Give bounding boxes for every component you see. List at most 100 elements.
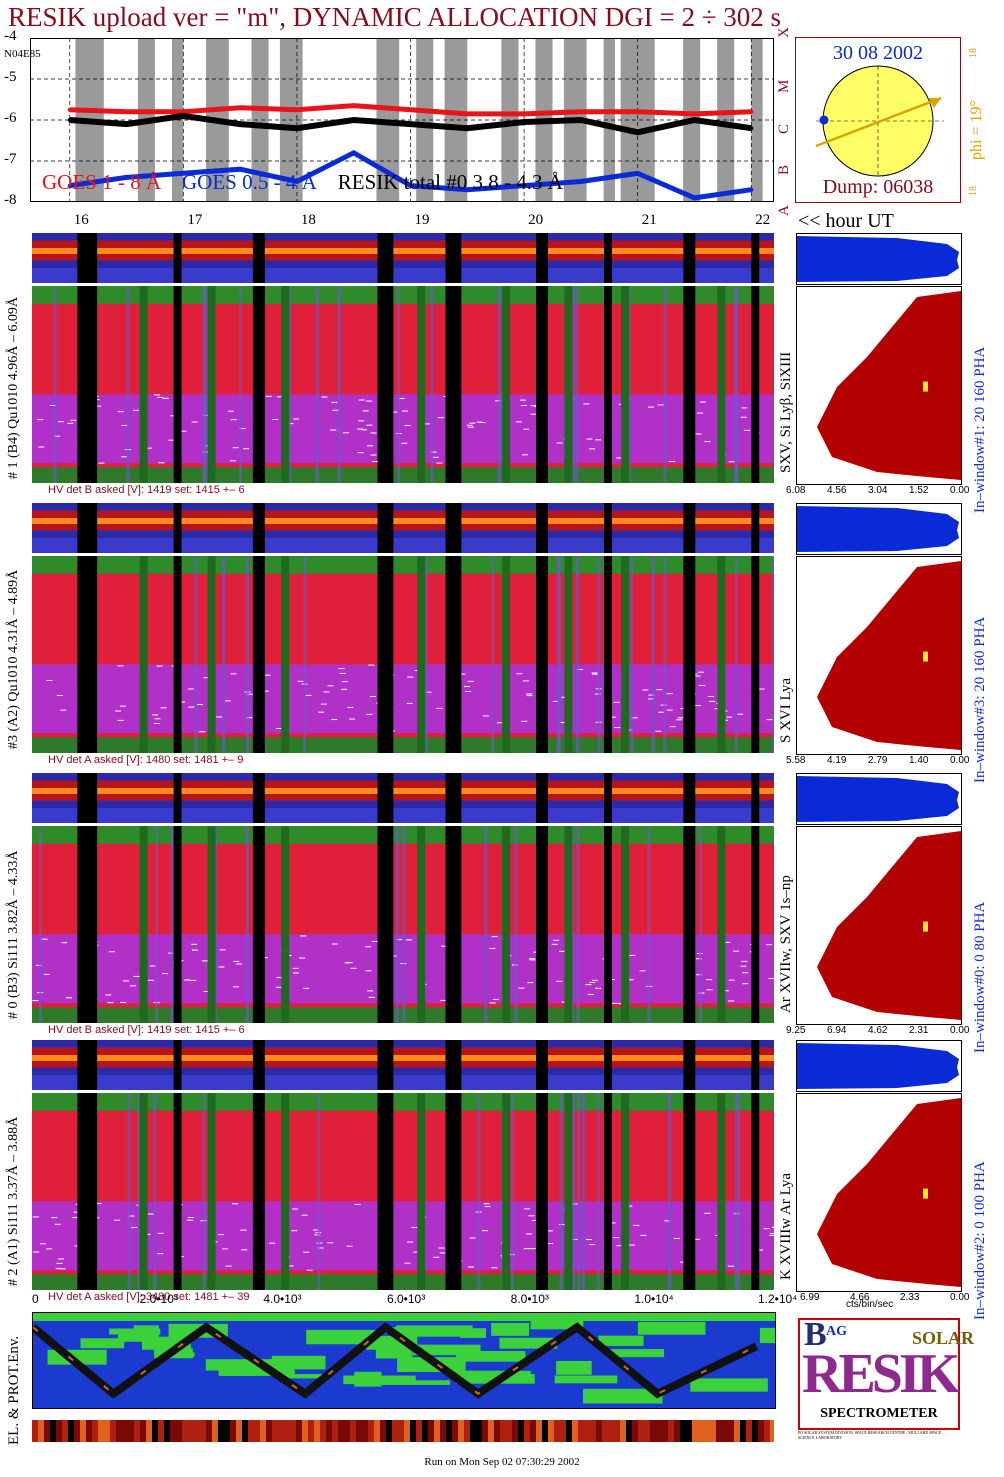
spectrum-speckle — [640, 1234, 647, 1236]
spectrum-band-lower — [32, 808, 774, 823]
strip-cell — [710, 1420, 716, 1442]
spectrum-speckle — [531, 1219, 538, 1221]
spectrum-speckle — [737, 713, 744, 715]
spectrum-speckle — [98, 462, 105, 464]
strip-cell — [686, 1420, 692, 1442]
goes-series-point — [238, 105, 243, 110]
strip-cell — [200, 1420, 206, 1442]
strip-cell — [764, 1420, 770, 1442]
spectrum-speckle — [626, 1205, 633, 1207]
spectrum-speckle — [191, 949, 198, 951]
spectrum-speckle — [556, 980, 563, 982]
goes-series-point — [635, 109, 640, 114]
spectrum-speckle — [396, 939, 403, 941]
spectrum-top-edge — [32, 286, 774, 304]
spectrum-speckle — [432, 456, 439, 458]
strip-cell — [290, 1420, 296, 1442]
envelope-x-tick: 4.0•10³ — [263, 1292, 302, 1306]
spectrum-speckle — [726, 716, 733, 718]
spectrum-gap — [252, 556, 265, 753]
spectrum-speckle — [154, 718, 161, 720]
spectrum-speckle — [704, 441, 711, 443]
spectrum-speckle — [59, 1268, 66, 1270]
spectrum-speckle — [589, 1244, 596, 1246]
strip-cell — [194, 1420, 200, 1442]
spectrum-speckle — [357, 428, 364, 430]
strip-cell — [470, 1420, 476, 1442]
spectrum-stripe — [127, 1093, 131, 1290]
strip-cell — [404, 1420, 410, 1442]
spectrum-speckle — [366, 424, 373, 426]
pha-tick-label: 2.79 — [868, 755, 888, 766]
spectrum-stripe — [402, 826, 406, 1023]
spectrum-stripe — [39, 826, 43, 1023]
strip-cell — [242, 1420, 248, 1442]
spectrum-speckle — [547, 1243, 554, 1245]
pha-marker — [923, 651, 928, 662]
spectrum-speckle — [201, 960, 208, 962]
goes-series-point — [408, 122, 413, 127]
pha-tick-label: 2.31 — [909, 1025, 929, 1036]
spectrum-speckle — [706, 979, 713, 981]
spectrum-speckle — [33, 1251, 40, 1253]
strip-cell — [218, 1420, 224, 1442]
spectrum-green-gap — [139, 556, 148, 753]
goes-series-point — [522, 183, 527, 188]
spectrum-speckle — [423, 423, 430, 425]
spectrum-speckle — [46, 679, 53, 681]
strip-cell — [260, 1420, 266, 1442]
spectrum-gap — [604, 1093, 613, 1290]
spectrum-speckle — [588, 448, 595, 450]
spectrum-speckle — [595, 439, 602, 441]
pha-marker — [923, 921, 928, 932]
spectrum-speckle — [341, 681, 348, 683]
flare-position-dot — [819, 115, 829, 125]
strip-cell — [326, 1420, 332, 1442]
envelope-blob — [80, 1338, 125, 1349]
spectrum-green-gap — [717, 556, 726, 753]
spectrum-speckle — [227, 410, 234, 412]
pha-big — [796, 1093, 962, 1292]
spectrum-speckle — [60, 942, 67, 944]
spectrum-stripe — [497, 286, 501, 483]
phi-arrow — [815, 96, 942, 148]
hour-tick-label: 16 — [73, 212, 89, 228]
spectrum-speckle — [145, 447, 152, 449]
channel-small-spectrum — [32, 503, 774, 553]
phi-tick-bottom: 18 — [968, 186, 979, 196]
spectrum-speckle — [758, 688, 765, 690]
spectrum-speckle — [733, 950, 740, 952]
spectrum-gap — [173, 233, 182, 283]
spectrum-bottom-edge — [32, 1274, 774, 1290]
spectrum-speckle — [368, 664, 375, 666]
spectrum-speckle — [229, 460, 236, 462]
spectrum-speckle — [629, 1244, 636, 1246]
spectrum-stripe — [246, 556, 250, 753]
spectrum-speckle — [243, 448, 250, 450]
phi-arrowhead — [928, 98, 941, 108]
spectrum-speckle — [357, 452, 364, 454]
strip-cell — [542, 1420, 548, 1442]
in-window-label: In–window#0: 0 80 PHA — [972, 901, 988, 1053]
spectrum-speckle — [157, 1253, 164, 1255]
spectrum-stripe — [647, 826, 651, 1023]
pha-tick-label: 0.00 — [950, 755, 970, 766]
spectrum-speckle — [407, 1241, 414, 1243]
spectrum-speckle — [331, 943, 338, 945]
strip-cell — [608, 1420, 614, 1442]
pha-tick-label: 4.62 — [868, 1025, 888, 1036]
strip-cell — [488, 1420, 494, 1442]
hour-axis-label: << hour UT — [798, 210, 894, 232]
spectrum-stripe — [663, 286, 667, 483]
spectrum-speckle — [765, 944, 772, 946]
hv-label: HV det B asked [V]: 1419 set: 1415 +– 6 — [48, 484, 245, 496]
small-spectrum-svg — [32, 1040, 774, 1090]
spectrum-speckle — [184, 979, 191, 981]
spectrum-speckle — [291, 1230, 298, 1232]
spectrum-gap — [173, 556, 182, 753]
legend-goes-blue: GOES 0.5 - 4 Å — [182, 170, 317, 194]
pha-tick-label: 9.25 — [786, 1025, 806, 1036]
strip-cell — [740, 1420, 746, 1442]
strip-cell — [512, 1420, 518, 1442]
goes-series-point — [692, 118, 697, 122]
